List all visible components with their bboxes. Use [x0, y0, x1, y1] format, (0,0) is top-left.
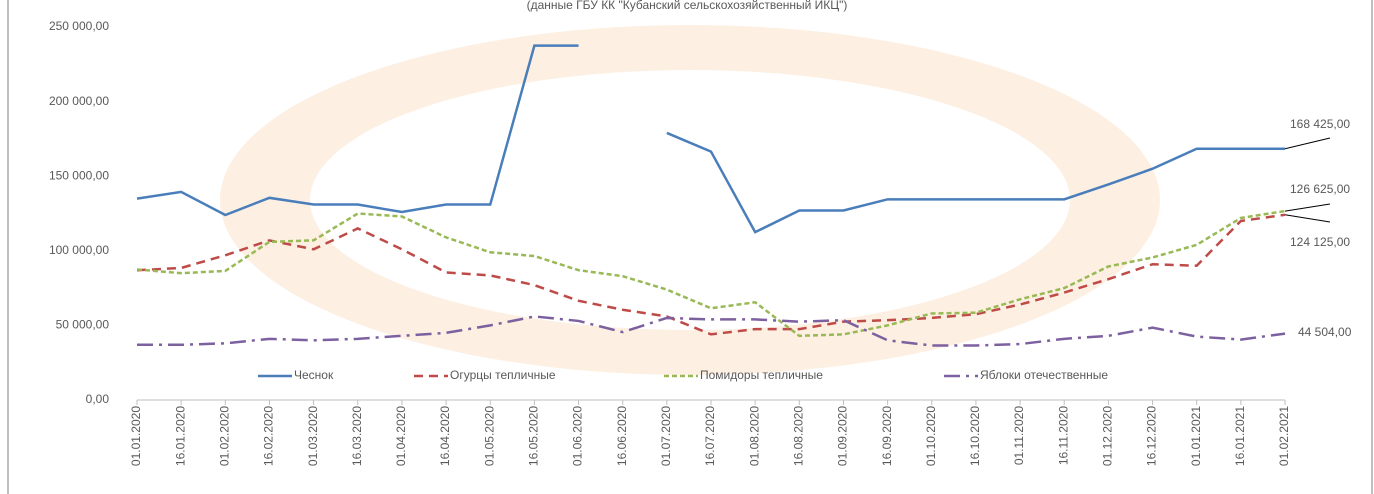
legend-label: Яблоки отечественные — [980, 368, 1108, 382]
x-tick-label: 01.09.2020 — [836, 406, 850, 466]
x-tick-label: 16.01.2020 — [173, 406, 187, 466]
x-tick-label: 01.05.2020 — [482, 406, 496, 466]
x-tick-label: 01.03.2020 — [306, 406, 320, 466]
x-tick-label: 16.01.2021 — [1233, 406, 1247, 466]
y-tick-label: 250 000,00 — [49, 19, 109, 33]
x-tick-label: 01.08.2020 — [747, 406, 761, 466]
data-label: 168 425,00 — [1290, 117, 1350, 131]
x-tick-label: 01.06.2020 — [571, 406, 585, 466]
legend-label: Огурцы тепличные — [450, 368, 556, 382]
data-label: 44 504,00 — [1298, 325, 1352, 339]
x-tick-label: 01.10.2020 — [924, 406, 938, 466]
x-tick-label: 01.02.2020 — [217, 406, 231, 466]
chart-frame — [7, 0, 1373, 494]
watermark — [220, 25, 1160, 375]
x-tick-label: 16.06.2020 — [615, 406, 629, 466]
x-tick-label: 16.09.2020 — [880, 406, 894, 466]
data-label: 124 125,00 — [1290, 235, 1350, 249]
x-tick-label: 16.04.2020 — [438, 406, 452, 466]
legend-label: Помидоры тепличные — [700, 368, 823, 382]
x-tick-label: 01.02.2021 — [1277, 406, 1291, 466]
x-tick-label: 01.12.2020 — [1101, 406, 1115, 466]
series-line — [136, 44, 1285, 234]
x-tick-label: 16.05.2020 — [527, 406, 541, 466]
y-tick-label: 0,00 — [86, 392, 110, 406]
legend-label: Чеснок — [294, 368, 334, 382]
x-tick-label: 16.10.2020 — [968, 406, 982, 466]
x-tick-label: 01.07.2020 — [659, 406, 673, 466]
chart-title: (данные ГБУ КК "Кубанский сельскохозяйст… — [527, 0, 848, 12]
x-tick-label: 16.11.2020 — [1056, 406, 1070, 465]
x-tick-label: 01.01.2020 — [129, 406, 143, 466]
y-tick-label: 200 000,00 — [49, 94, 109, 108]
leader-line — [1284, 214, 1331, 223]
x-tick-label: 16.02.2020 — [262, 406, 276, 466]
x-tick-label: 16.07.2020 — [703, 406, 717, 466]
x-tick-label: 01.04.2020 — [394, 406, 408, 466]
x-tick-label: 16.03.2020 — [350, 406, 364, 466]
series-line — [137, 315, 1286, 347]
y-tick-label: 100 000,00 — [49, 243, 109, 257]
leader-line — [1284, 203, 1331, 212]
leader-line — [1284, 137, 1331, 150]
series-line — [136, 209, 1286, 338]
series-line — [136, 213, 1286, 336]
y-tick-label: 50 000,00 — [56, 318, 110, 332]
data-label: 126 625,00 — [1290, 182, 1350, 196]
x-tick-label: 16.12.2020 — [1145, 406, 1159, 466]
x-tick-label: 16.08.2020 — [791, 406, 805, 466]
x-tick-label: 01.11.2020 — [1012, 406, 1026, 465]
x-tick-label: 01.01.2021 — [1189, 406, 1203, 466]
y-tick-label: 150 000,00 — [49, 168, 109, 182]
